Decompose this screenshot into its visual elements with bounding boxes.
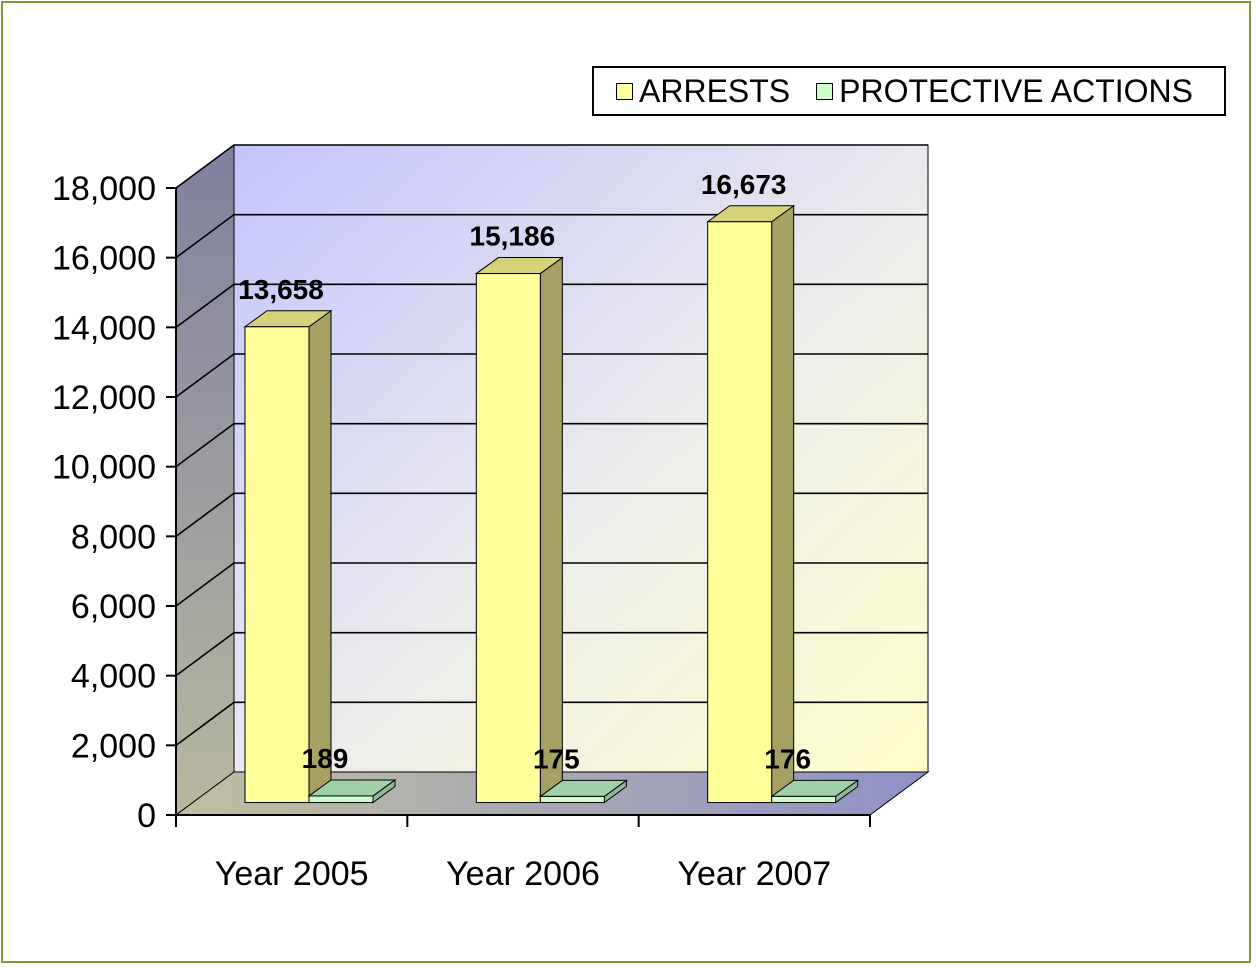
bar (771, 795, 837, 804)
legend-label-arrests: ARRESTS (639, 72, 791, 109)
legend-item-protective-actions: PROTECTIVE ACTIONS (816, 73, 1193, 110)
gridline (175, 353, 928, 398)
legend-label-protective-actions: PROTECTIVE ACTIONS (839, 72, 1193, 109)
y-tick-label: 10,000 (52, 449, 156, 487)
bar (707, 221, 773, 804)
bar (308, 795, 374, 804)
back-wall (233, 144, 929, 773)
y-tick-label: 6,000 (71, 588, 156, 626)
bar (539, 795, 605, 804)
bar-side (771, 204, 795, 804)
gridline (175, 144, 928, 189)
bar (244, 326, 310, 804)
data-label: 13,658 (238, 274, 324, 305)
gridline (175, 422, 928, 468)
y-tick-label: 18,000 (52, 170, 156, 208)
data-label: 176 (764, 743, 811, 774)
chart-legend: ARRESTS PROTECTIVE ACTIONS (592, 66, 1226, 116)
bar-side (539, 256, 563, 804)
y-tick-label: 0 (137, 797, 156, 835)
bar-side (308, 309, 332, 804)
gridline (175, 562, 928, 607)
bar (475, 273, 541, 804)
y-tick-label: 16,000 (52, 240, 156, 278)
gridline (175, 213, 928, 259)
legend-item-arrests: ARRESTS (616, 73, 790, 110)
gridline (175, 631, 928, 677)
x-tick-label: Year 2005 (215, 855, 369, 893)
data-label: 16,673 (701, 169, 787, 200)
legend-swatch-arrests (616, 82, 633, 100)
y-tick-label: 8,000 (71, 518, 156, 556)
legend-swatch-protective-actions (816, 82, 834, 100)
side-wall (175, 144, 235, 816)
gridline (175, 701, 928, 746)
x-tick-label: Year 2007 (677, 855, 831, 893)
gridline (175, 492, 928, 537)
gridline (175, 283, 928, 328)
data-label: 175 (533, 743, 580, 774)
y-tick-label: 12,000 (52, 379, 156, 417)
y-tick-label: 4,000 (71, 658, 156, 696)
y-tick-label: 2,000 (71, 727, 156, 765)
y-tick-label: 14,000 (52, 309, 156, 347)
data-label: 15,186 (470, 221, 556, 252)
x-tick-label: Year 2006 (446, 855, 600, 893)
data-label: 189 (302, 743, 349, 774)
